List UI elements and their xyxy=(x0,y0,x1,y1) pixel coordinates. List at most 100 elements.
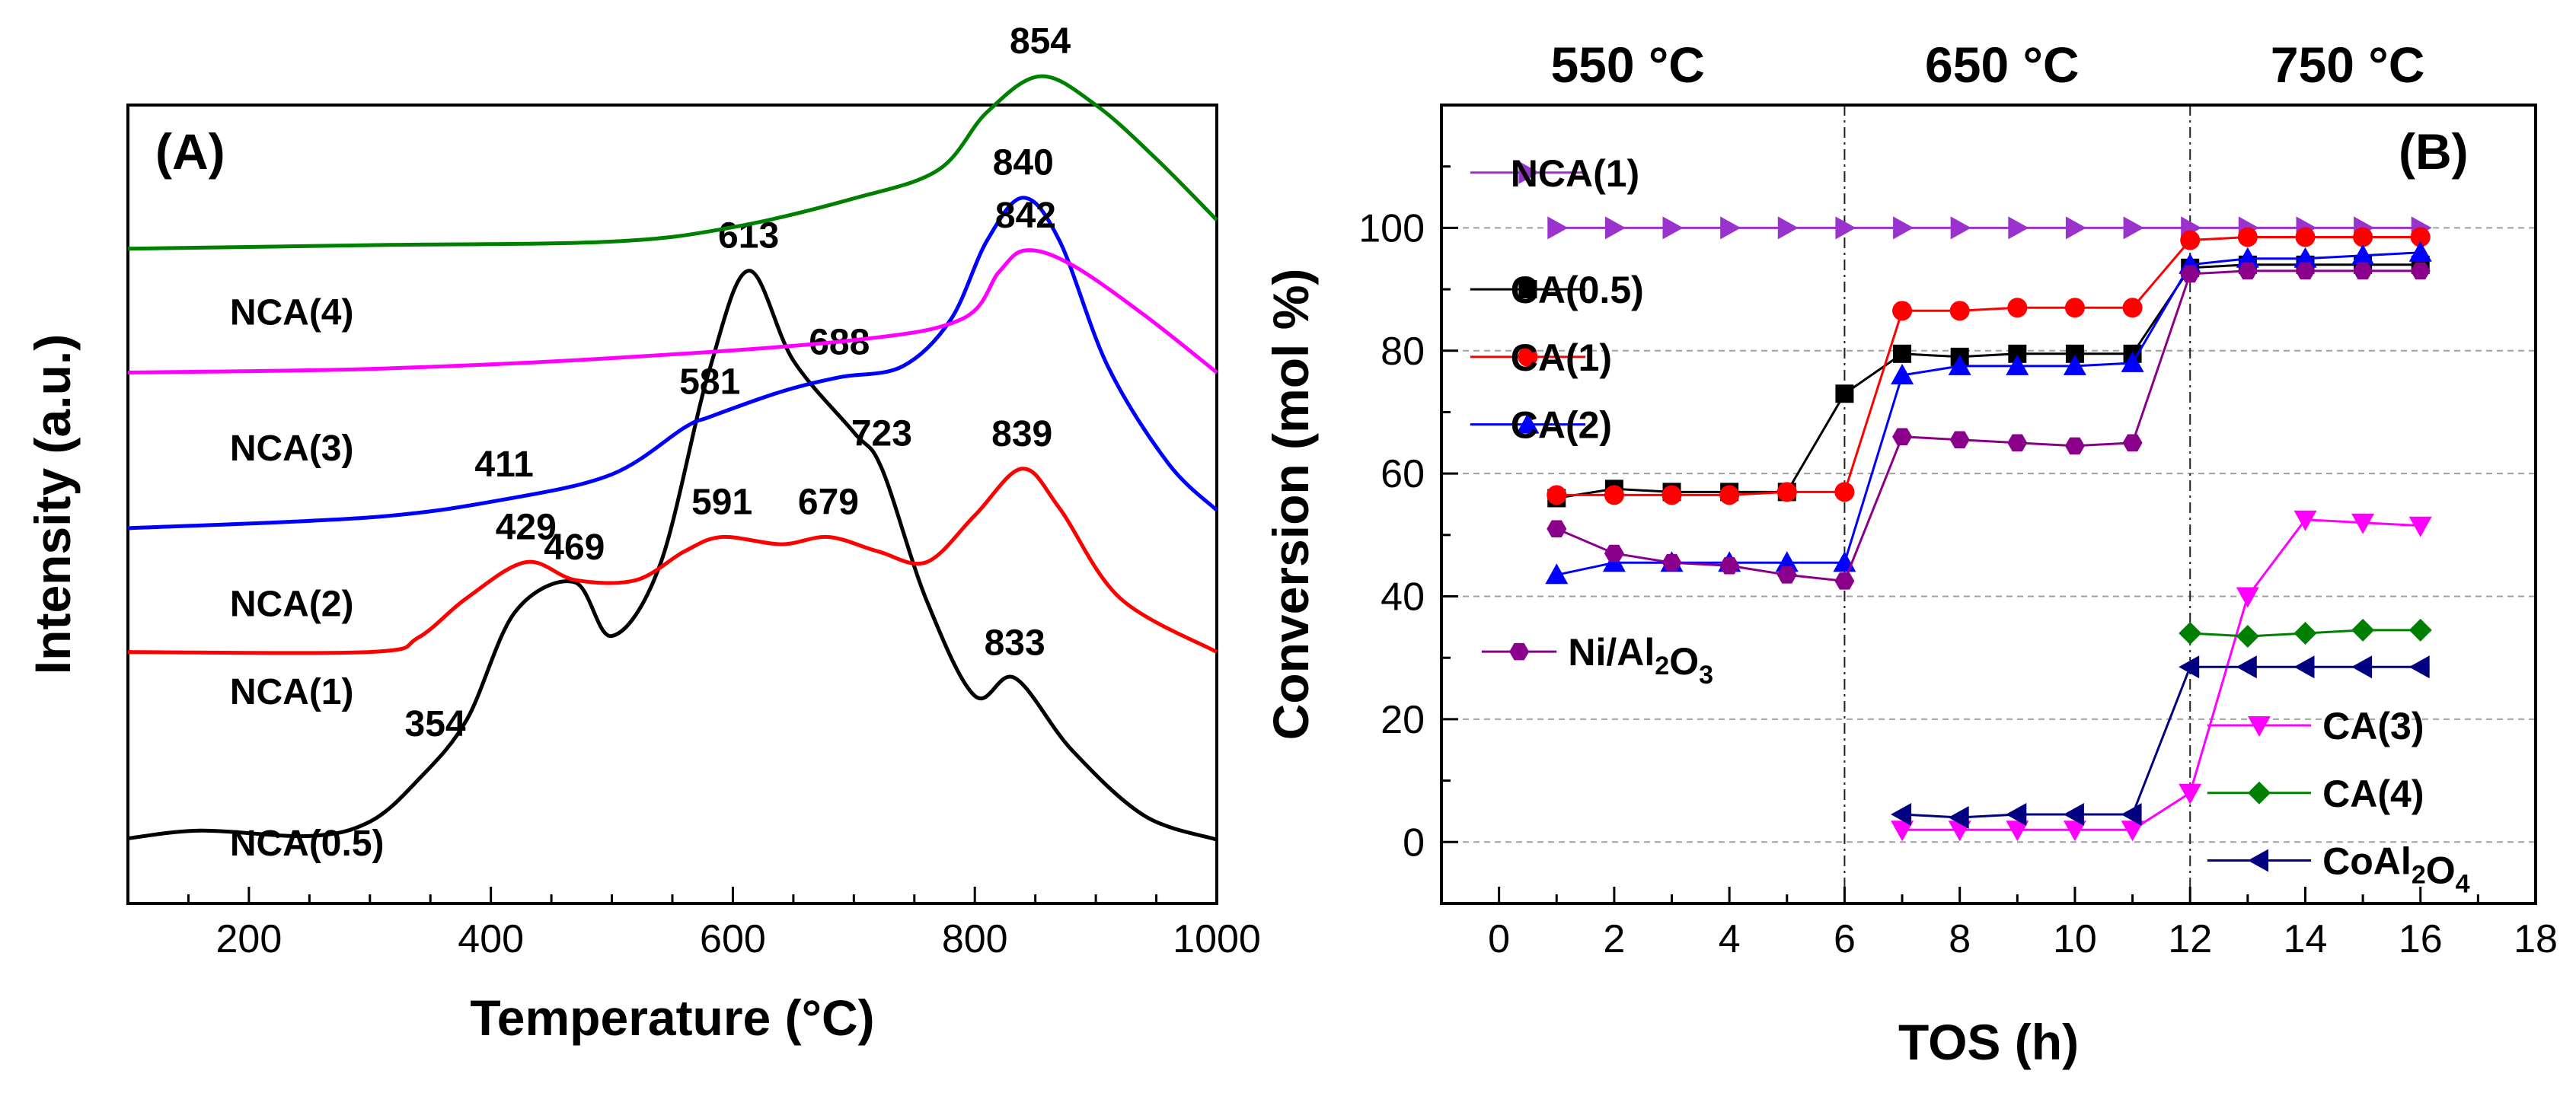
data-point-tri-down xyxy=(2236,587,2259,608)
x-tick-label: 0 xyxy=(1488,917,1510,961)
legend-label: CoAl2O4 xyxy=(2322,840,2469,899)
y-tick-label: 80 xyxy=(1381,330,1425,374)
data-point-tri-up xyxy=(2006,354,2029,375)
series-name-label: NCA(0.5) xyxy=(230,824,385,864)
legend-label: CA(3) xyxy=(2322,705,2424,747)
data-point-circle xyxy=(1661,485,1682,505)
series-name-label: NCA(3) xyxy=(230,429,354,469)
x-tick-label: 12 xyxy=(2168,917,2212,961)
curve-nca-3- xyxy=(127,248,1218,374)
data-point-hexagon xyxy=(1719,556,1740,575)
series-name-label: NCA(4) xyxy=(230,292,354,333)
y-tick-label: 20 xyxy=(1381,698,1425,742)
data-point-hexagon xyxy=(2007,434,2028,452)
panel-b-tag: (B) xyxy=(2399,123,2469,180)
data-point-tri-right xyxy=(2123,216,2144,240)
peak-label: 854 xyxy=(1010,21,1071,62)
data-point-hexagon xyxy=(1604,544,1624,562)
data-point-diamond xyxy=(2351,618,2375,642)
data-point-tri-left xyxy=(2351,655,2373,679)
x-tick-label: 4 xyxy=(1719,917,1741,961)
data-point-hexagon xyxy=(1547,520,1567,537)
data-point-hexagon xyxy=(1776,566,1797,584)
curve-nca-4- xyxy=(127,74,1218,251)
data-point-square xyxy=(1518,280,1537,299)
data-point-tri-left xyxy=(2248,849,2268,872)
data-point-circle xyxy=(2122,298,2143,318)
series-ca-1- xyxy=(1547,227,2431,505)
data-point-tri-up xyxy=(1545,563,1569,585)
data-point-circle xyxy=(1518,346,1538,367)
panel-b-conversion-vs-time-chart: 0 2 4 6 8 10 12 14 16 18 0 20 40 60 80 100 TOS (h) Conver… xyxy=(1262,37,2558,1070)
y-tick-label: 0 xyxy=(1403,821,1425,865)
data-point-tri-right xyxy=(1950,216,1971,240)
data-point-tri-up xyxy=(2121,351,2144,372)
x-tick-label: 10 xyxy=(2053,917,2097,961)
series-coal2o4 xyxy=(1891,655,2430,829)
curve-nca-1- xyxy=(127,467,1218,655)
panel-a-tag: (A) xyxy=(155,123,225,180)
legend-label: CA(2) xyxy=(1511,404,1612,447)
data-point-circle xyxy=(1892,301,1913,321)
data-point-tri-right xyxy=(1893,216,1914,240)
temperature-zone-label: 550 °C xyxy=(1550,37,1705,93)
y-tick-label: 100 xyxy=(1358,206,1425,250)
x-tick-label: 18 xyxy=(2514,917,2558,961)
peak-label: 429 xyxy=(496,508,557,548)
data-point-tri-down xyxy=(2179,783,2202,805)
data-point-tri-down xyxy=(2351,513,2375,534)
temperature-zone-label: 750 °C xyxy=(2271,37,2425,93)
legend-entry: NCA(1) xyxy=(1470,152,1639,195)
data-point-tri-up xyxy=(2294,247,2317,268)
legend-entry: CoAl2O4 xyxy=(2207,840,2470,899)
data-point-tri-right xyxy=(2008,216,2029,240)
data-point-diamond xyxy=(2408,618,2432,642)
x-tick-label: 8 xyxy=(1949,917,1971,961)
plot-frame xyxy=(1440,104,2537,905)
data-point-tri-left xyxy=(2179,655,2200,679)
data-point-circle xyxy=(1604,485,1624,505)
x-tick-label: 600 xyxy=(700,917,766,961)
data-point-tri-right xyxy=(2065,216,2086,240)
data-point-hexagon xyxy=(2410,262,2431,280)
legend-label: CA(1) xyxy=(1511,336,1612,379)
x-tick-label: 400 xyxy=(458,917,524,961)
y-tick-label: 40 xyxy=(1381,575,1425,620)
data-point-tri-left xyxy=(1948,806,1969,829)
data-point-circle xyxy=(2295,227,2316,247)
data-point-tri-down xyxy=(2063,821,2086,842)
legend-label: Ni/Al2O3 xyxy=(1568,631,1713,690)
data-point-tri-right xyxy=(1835,216,1856,240)
series-line xyxy=(1556,236,2421,496)
data-point-tri-down xyxy=(2294,510,2317,531)
data-point-diamond xyxy=(2247,781,2271,805)
peak-label: 723 xyxy=(851,413,912,454)
data-point-tri-right xyxy=(1720,216,1741,240)
data-point-tri-up xyxy=(2236,247,2259,268)
data-point-tri-down xyxy=(2248,716,2271,737)
data-point-tri-right xyxy=(1662,216,1684,240)
series-line xyxy=(1556,251,2421,576)
data-point-tri-left xyxy=(2294,655,2315,679)
legend-entry: CA(2) xyxy=(1470,404,1612,447)
series-line xyxy=(1556,269,2421,583)
data-point-tri-left xyxy=(2121,803,2142,826)
peak-label: 840 xyxy=(993,143,1054,183)
data-point-tri-left xyxy=(2006,803,2027,826)
data-point-hexagon xyxy=(1509,642,1530,661)
peak-label: 842 xyxy=(995,196,1056,236)
x-axis-title: Temperature (°C) xyxy=(470,989,874,1046)
legend-label: CA(0.5) xyxy=(1511,269,1644,311)
panel-a-temperature-profile-chart: 200 400 600 800 1000 Temperature (°C) Intensit… xyxy=(24,21,1261,1046)
legend-entry: Ni/Al2O3 xyxy=(1481,631,1713,690)
series-name-label: NCA(2) xyxy=(230,584,354,624)
legend-entry: CA(3) xyxy=(2207,705,2424,747)
curve-nca-2- xyxy=(127,196,1218,531)
data-point-hexagon xyxy=(2180,265,2201,283)
data-point-tri-up xyxy=(1516,413,1540,434)
x-tick-label: 1000 xyxy=(1173,917,1261,961)
data-point-circle xyxy=(2007,298,2028,318)
x-tick-label: 800 xyxy=(942,917,1008,961)
data-point-tri-right xyxy=(1518,161,1540,184)
